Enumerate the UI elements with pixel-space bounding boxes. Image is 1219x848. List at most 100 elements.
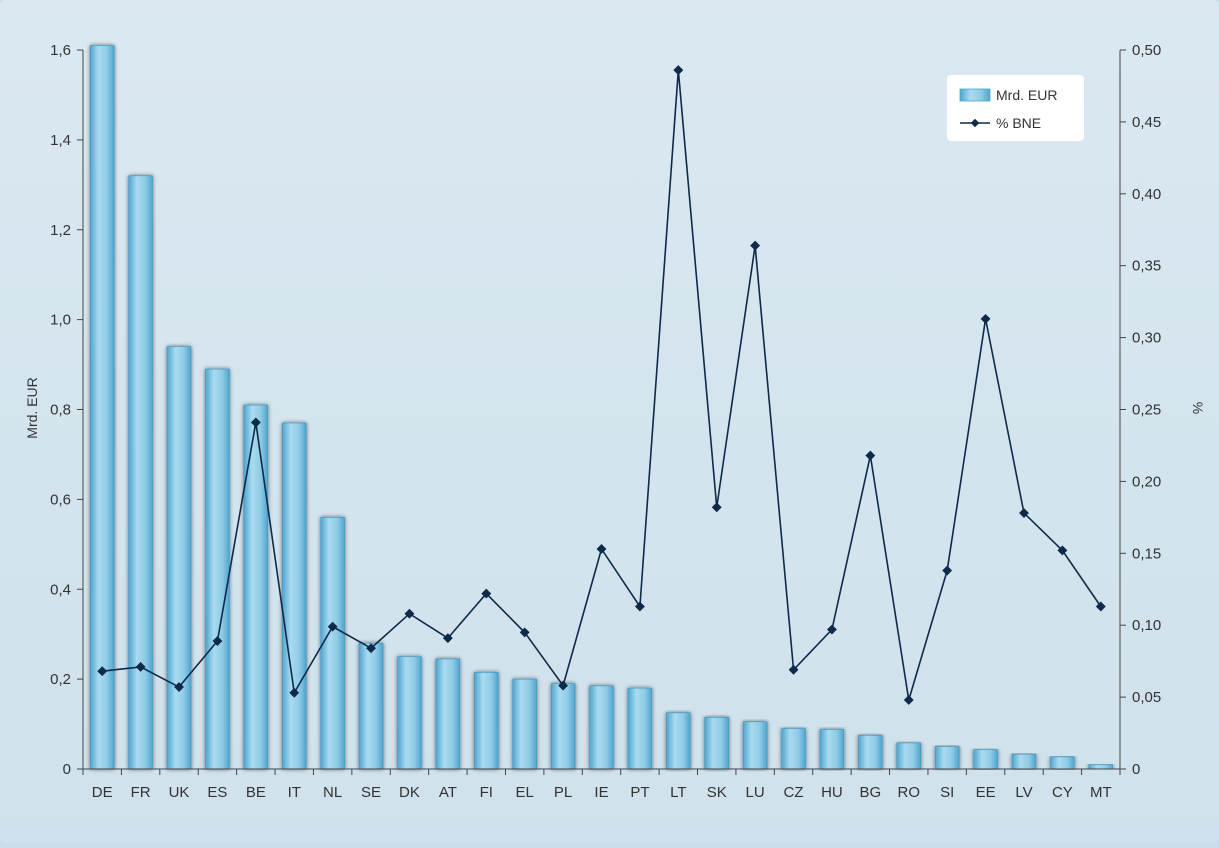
x-tick-label: HU xyxy=(821,784,843,801)
x-tick-label: MT xyxy=(1090,784,1112,801)
line-marker-si xyxy=(942,565,953,576)
x-tick-label: EE xyxy=(976,784,996,801)
line-marker-ee xyxy=(980,313,991,324)
line-marker-bg xyxy=(865,450,876,461)
x-tick-label: PT xyxy=(630,784,649,801)
x-tick-label: CY xyxy=(1052,784,1073,801)
bar-lu xyxy=(742,721,768,770)
legend-line-label: % BNE xyxy=(996,115,1041,131)
y2-tick-label: 0,10 xyxy=(1132,617,1161,634)
legend-bar-label: Mrd. EUR xyxy=(996,87,1057,103)
x-tick-label: CZ xyxy=(784,784,804,801)
bar-cy xyxy=(1050,756,1075,770)
bar-be xyxy=(243,404,269,770)
y-axis-label: Mrd. EUR xyxy=(24,377,40,438)
line-marker-fi xyxy=(481,588,492,599)
x-tick-label: EL xyxy=(516,784,534,801)
line-marker-pt xyxy=(634,601,645,612)
legend-bar-swatch xyxy=(959,88,991,102)
y2-tick-label: 0,50 xyxy=(1132,42,1161,59)
x-tick-label: BE xyxy=(246,784,266,801)
bar-it xyxy=(282,422,307,770)
x-tick-label: IE xyxy=(594,784,608,801)
bar-hu xyxy=(819,729,845,770)
x-tick-label: FR xyxy=(131,784,151,801)
bar-uk xyxy=(166,346,192,770)
x-tick-label: DK xyxy=(399,784,420,801)
line-marker-lt xyxy=(673,65,684,76)
legend: Mrd. EUR % BNE xyxy=(947,75,1084,141)
y2-axis-label: % xyxy=(1190,402,1206,414)
x-tick-label: NL xyxy=(323,784,342,801)
bar-ie xyxy=(589,685,614,770)
bar-at xyxy=(435,658,461,770)
x-tick-label: SI xyxy=(940,784,954,801)
x-tick-label: ES xyxy=(207,784,227,801)
x-tick-label: SE xyxy=(361,784,381,801)
x-tick-label: LU xyxy=(746,784,765,801)
y-tick-label: 1,2 xyxy=(50,222,71,239)
line-marker-hu xyxy=(826,624,837,635)
line-marker-at xyxy=(442,633,453,644)
y2-tick-label: 0,20 xyxy=(1132,473,1161,490)
line-marker-es xyxy=(212,636,223,646)
bar-pl xyxy=(550,683,576,770)
x-tick-label: BG xyxy=(860,784,882,801)
bar-nl xyxy=(320,517,345,770)
line-marker-cz xyxy=(788,664,799,675)
bar-fr xyxy=(128,175,153,770)
line-marker-lu xyxy=(750,240,761,251)
y2-tick-label: 0,05 xyxy=(1132,689,1161,706)
line-marker-ie xyxy=(596,544,607,554)
bar-pt xyxy=(627,687,653,770)
y2-tick-label: 0,45 xyxy=(1132,114,1161,131)
bar-sk xyxy=(704,717,729,770)
y2-tick-label: 0 xyxy=(1132,761,1140,778)
bar-el xyxy=(512,678,537,770)
y2-tick-label: 0,25 xyxy=(1132,402,1161,419)
x-tick-label: DE xyxy=(92,784,113,801)
line-marker-mt xyxy=(1095,601,1106,612)
line-marker-sk xyxy=(711,502,722,513)
bar-bg xyxy=(858,734,883,770)
x-tick-label: UK xyxy=(169,784,190,801)
x-tick-label: PL xyxy=(554,784,572,801)
x-tick-label: SK xyxy=(707,784,727,801)
y2-tick-label: 0,35 xyxy=(1132,258,1161,275)
bar-cz xyxy=(781,728,806,770)
bar-fi xyxy=(474,672,499,770)
y2-tick-label: 0,30 xyxy=(1132,330,1161,347)
y-tick-label: 0 xyxy=(63,761,71,778)
line-marker-nl xyxy=(327,621,338,632)
bar-dk xyxy=(397,656,422,770)
y2-tick-label: 0,40 xyxy=(1132,186,1161,203)
bar-lt xyxy=(666,712,691,770)
line-marker-de xyxy=(97,666,108,677)
x-tick-label: RO xyxy=(898,784,921,801)
line-marker-it xyxy=(289,687,300,698)
y-tick-label: 1,6 xyxy=(50,42,71,59)
x-tick-label: FI xyxy=(480,784,493,801)
bar-ee xyxy=(973,749,998,770)
x-tick-label: LV xyxy=(1015,784,1032,801)
bar-mt xyxy=(1088,764,1114,770)
x-tick-label: IT xyxy=(288,784,301,801)
y-tick-label: 1,0 xyxy=(50,312,71,329)
bar-ro xyxy=(896,742,921,770)
bar-es xyxy=(205,368,230,770)
y-tick-label: 0,6 xyxy=(50,491,71,508)
bar-si xyxy=(934,746,960,770)
x-tick-label: AT xyxy=(439,784,457,801)
line-marker-se xyxy=(366,643,377,654)
y-tick-label: 0,2 xyxy=(50,671,71,688)
bar-de xyxy=(89,45,115,770)
y-tick-label: 0,4 xyxy=(50,581,71,598)
line-marker-el xyxy=(519,627,530,638)
y-tick-label: 1,4 xyxy=(50,132,71,149)
bar-se xyxy=(358,642,384,770)
line-marker-cy xyxy=(1057,545,1068,556)
bar-lv xyxy=(1011,753,1037,770)
y2-tick-label: 0,15 xyxy=(1132,545,1161,562)
